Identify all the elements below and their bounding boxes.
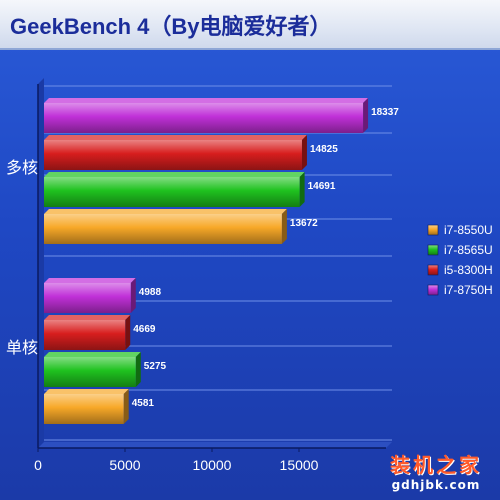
watermark: 装机之家 gdhjbk.com — [390, 449, 482, 492]
bar-top-face — [44, 315, 131, 320]
category-label: 单核 — [6, 339, 38, 357]
plot-floor — [38, 442, 392, 448]
bar-i7-8750H — [44, 283, 131, 313]
legend-swatch — [427, 284, 439, 296]
bar-side-face — [299, 172, 305, 207]
bar-side-face — [135, 352, 141, 387]
bar-top-face — [44, 135, 307, 140]
bar-side-face — [123, 389, 129, 424]
bar-value-label: 5275 — [144, 361, 167, 372]
plot-left-wall — [38, 78, 44, 448]
bar-side-face — [125, 315, 131, 350]
bar-top-face — [44, 352, 141, 357]
x-tick-label: 5000 — [109, 457, 140, 473]
bar-top-face — [44, 98, 369, 103]
x-tick-label: 0 — [34, 457, 42, 473]
legend-label: i7-8750H — [444, 283, 493, 297]
bar-i7-8750H — [44, 103, 364, 133]
bar-top-face — [44, 209, 287, 214]
bar-side-face — [363, 98, 369, 133]
bar-i7-8565U — [44, 357, 136, 387]
bar-i5-8300H — [44, 320, 126, 350]
legend-swatch — [427, 264, 439, 276]
legend-swatch — [427, 244, 439, 256]
bar-top-face — [44, 172, 305, 177]
bar-value-label: 4669 — [133, 324, 156, 335]
x-tick-label: 10000 — [193, 457, 232, 473]
bar-value-label: 4988 — [139, 287, 162, 298]
bar-value-label: 13672 — [290, 218, 318, 229]
bar-side-face — [301, 135, 307, 170]
bar-i5-8300H — [44, 140, 302, 170]
bar-value-label: 14825 — [310, 144, 338, 155]
legend-label: i7-8550U — [444, 223, 493, 237]
bar-value-label: 14691 — [308, 181, 336, 192]
legend-label: i7-8565U — [444, 243, 493, 257]
bar-i7-8550U — [44, 394, 124, 424]
x-tick-label: 15000 — [280, 457, 319, 473]
bar-top-face — [44, 389, 129, 394]
category-label: 多核 — [6, 159, 38, 177]
bar-value-label: 4581 — [132, 398, 155, 409]
bar-side-face — [130, 278, 136, 313]
watermark-logo-text: 装机之家 — [390, 453, 482, 477]
legend-label: i5-8300H — [444, 263, 493, 277]
bar-value-label: 18337 — [371, 107, 399, 118]
bar-side-face — [281, 209, 287, 244]
title-band: GeekBench 4（By电脑爱好者） — [0, 0, 500, 50]
watermark-url: gdhjbk.com — [391, 478, 481, 492]
chart-title: GeekBench 4（By电脑爱好者） — [10, 14, 332, 39]
bar-top-face — [44, 278, 136, 283]
legend-swatch — [427, 224, 439, 236]
bar-i7-8550U — [44, 214, 282, 244]
bar-i7-8565U — [44, 177, 300, 207]
